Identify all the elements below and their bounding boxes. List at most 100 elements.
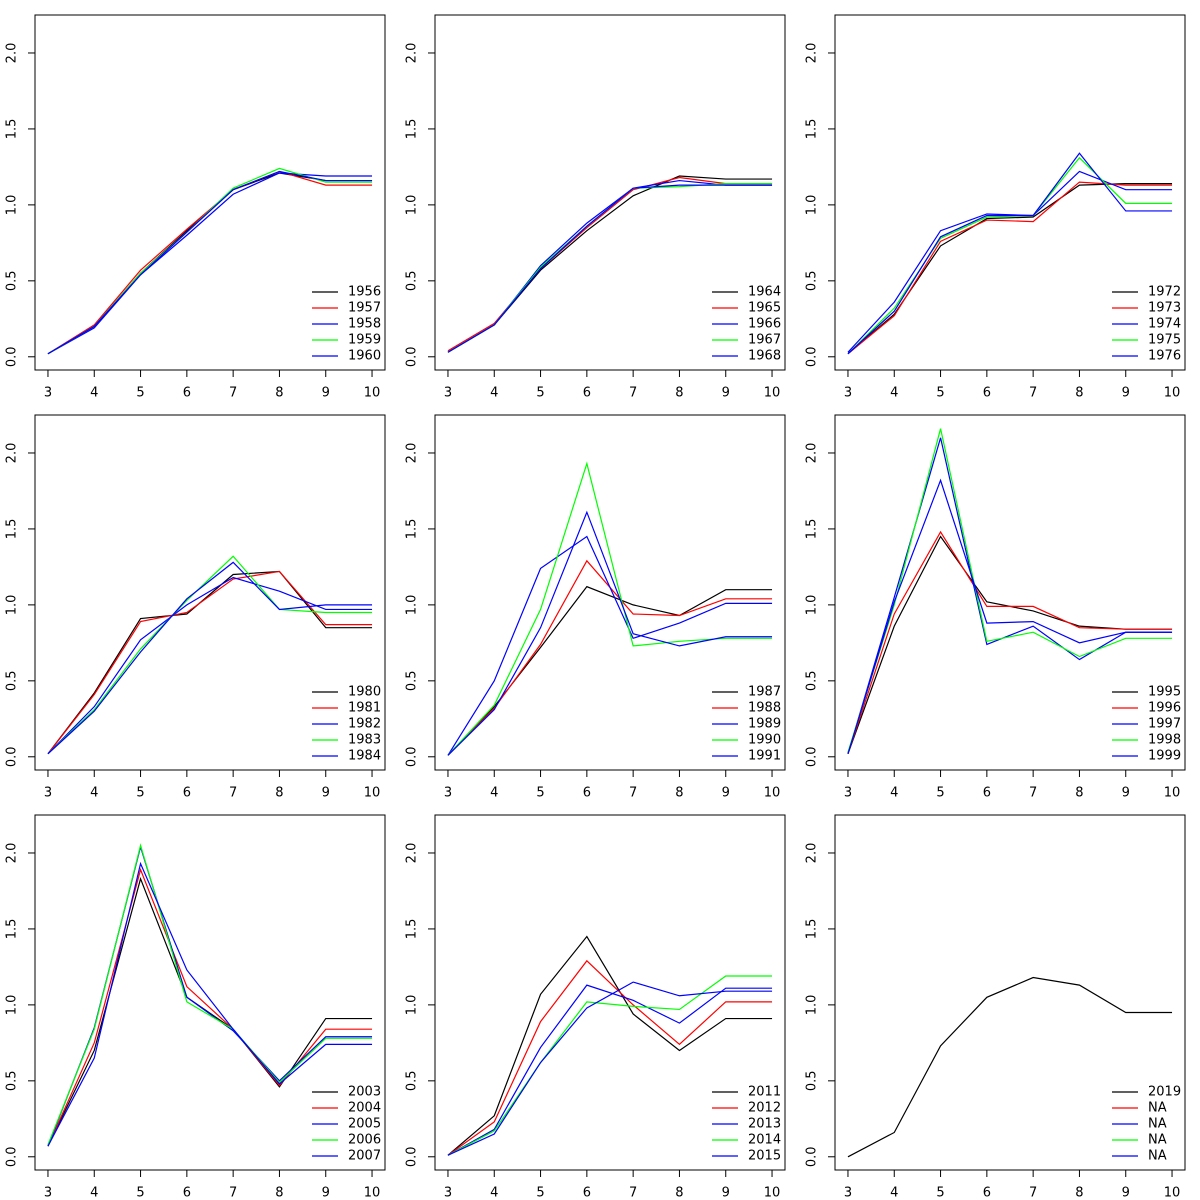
plot-frame [434,814,786,1171]
x-tick-label: 9 [1122,386,1130,401]
y-tick-label: 1.5 [405,119,420,140]
legend-label: 1973 [1148,301,1181,316]
legend-label: 1984 [348,749,381,764]
x-tick-label: 6 [983,386,991,401]
series-line [447,984,773,1156]
legend-label: 2015 [748,1149,781,1164]
series-line [447,179,773,353]
x-tick-label: 5 [136,386,144,401]
series-line [847,170,1173,353]
x-tick-label: 3 [844,386,852,401]
x-tick-label: 7 [1029,1186,1037,1200]
plot-frame [34,414,386,771]
legend-label: 1957 [348,301,381,316]
legend-label: 1997 [1148,717,1181,732]
legend-label: 2014 [748,1133,781,1148]
plot-frame [34,14,386,371]
x-tick-label: 5 [536,386,544,401]
x-tick-label: 3 [844,786,852,801]
y-tick-label: 2.0 [805,43,820,64]
x-tick-label: 5 [536,1186,544,1200]
x-tick-label: 7 [629,786,637,801]
series-line [47,570,373,755]
x-tick-label: 8 [275,386,283,401]
x-tick-label: 6 [183,786,191,801]
y-tick-label: 1.0 [5,195,20,216]
legend-label: 2013 [748,1117,781,1132]
x-tick-label: 5 [936,1186,944,1200]
x-tick-label: 8 [275,1186,283,1200]
legend-label: 2006 [348,1133,381,1148]
y-tick-label: 1.5 [805,919,820,940]
series-line [47,867,373,1147]
panel: 3 4 5 6 7 8 9 10 0.0 0.5 1.0 1.5 2.0 1987198819891990… [405,414,786,801]
series-line [47,861,373,1147]
x-tick-label: 9 [322,786,330,801]
series-line [47,172,373,355]
legend-label: 1988 [748,701,781,716]
x-tick-label: 9 [722,386,730,401]
y-tick-label: 2.0 [805,843,820,864]
legend-label: NA [1148,1117,1167,1132]
series-line [447,975,773,1156]
x-tick-label: 10 [764,786,781,801]
series-line [47,570,373,755]
series-line [47,561,373,755]
series-line [847,152,1173,355]
x-tick-label: 3 [44,786,52,801]
legend-label: 1991 [748,749,781,764]
legend-label: 1972 [1148,285,1181,300]
y-tick-label: 1.0 [805,995,820,1016]
x-tick-label: 9 [1122,1186,1130,1200]
y-tick-label: 0.5 [405,670,420,691]
x-tick-label: 4 [490,386,498,401]
panel: 3 4 5 6 7 8 9 10 0.0 0.5 1.0 1.5 2.0 1980198119821983… [5,414,386,801]
y-tick-label: 0.0 [805,346,820,367]
x-tick-label: 4 [890,786,898,801]
series-line [847,530,1173,754]
panel: 3 4 5 6 7 8 9 10 0.0 0.5 1.0 1.5 2.0 1972197319741975… [805,14,1186,401]
series-line [47,170,373,355]
x-tick-label: 5 [936,386,944,401]
panel: 3 4 5 6 7 8 9 10 0.0 0.5 1.0 1.5 2.0 2011201220132014… [405,814,786,1200]
series-line [47,876,373,1147]
legend-label: 1982 [348,717,381,732]
x-tick-label: 8 [675,386,683,401]
y-tick-label: 0.5 [805,270,820,291]
x-tick-label: 4 [90,1186,98,1200]
legend-label: 2019 [1148,1085,1181,1100]
series-line [847,183,1173,355]
x-tick-label: 5 [136,786,144,801]
y-tick-label: 1.5 [5,519,20,540]
x-tick-label: 7 [229,1186,237,1200]
y-tick-label: 1.0 [805,595,820,616]
legend-label: 1996 [1148,701,1181,716]
x-tick-label: 6 [983,1186,991,1200]
x-tick-label: 8 [1075,386,1083,401]
legend-label: 1974 [1148,317,1181,332]
y-tick-label: 2.0 [5,43,20,64]
series-line [47,844,373,1147]
y-tick-label: 1.0 [805,195,820,216]
y-tick-label: 1.0 [405,595,420,616]
x-tick-label: 8 [275,786,283,801]
series-line [447,184,773,353]
series-line [847,976,1173,1158]
x-tick-label: 8 [675,786,683,801]
x-tick-label: 6 [983,786,991,801]
panel: 3 4 5 6 7 8 9 10 0.0 0.5 1.0 1.5 2.0 1964196519661967… [405,14,786,401]
plot-frame [834,814,1186,1171]
x-tick-label: 5 [536,786,544,801]
series-line [447,935,773,1156]
legend-label: 1965 [748,301,781,316]
series-line [847,437,1173,754]
x-tick-label: 3 [444,1186,452,1200]
x-tick-label: 7 [229,386,237,401]
y-tick-label: 0.0 [5,746,20,767]
x-tick-label: 9 [722,1186,730,1200]
legend-label: 1987 [748,685,781,700]
x-tick-label: 7 [229,786,237,801]
y-tick-label: 1.5 [805,519,820,540]
x-tick-label: 6 [183,1186,191,1200]
